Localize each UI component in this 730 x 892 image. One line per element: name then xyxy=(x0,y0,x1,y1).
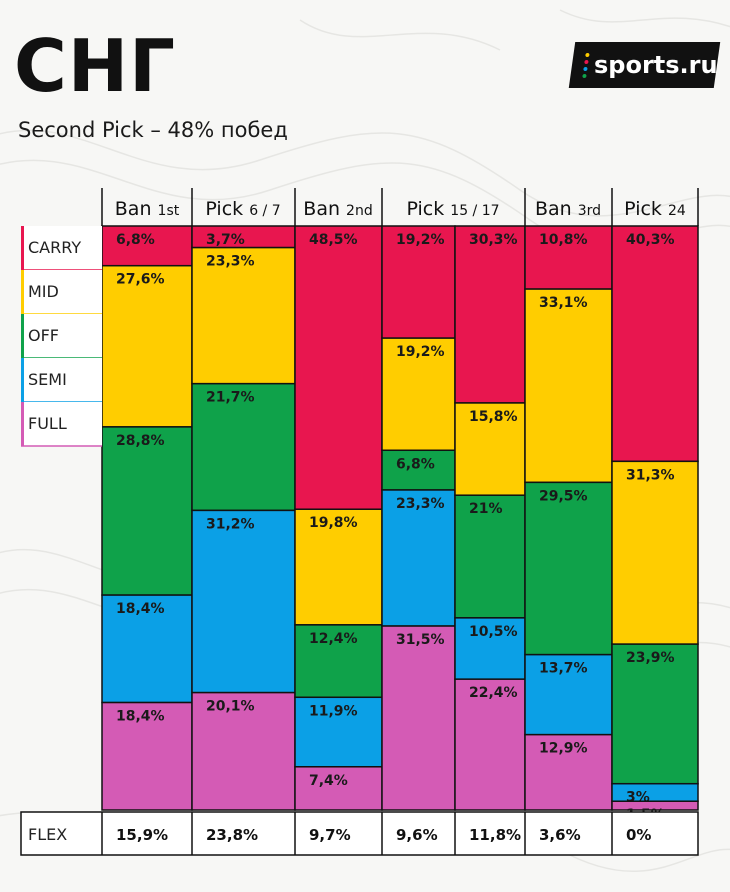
bar-full-col-5 xyxy=(454,678,526,811)
data-label: 20,1% xyxy=(206,699,255,715)
bar-mid-col-6 xyxy=(524,288,613,484)
data-label: 18,4% xyxy=(116,709,165,725)
flex-value: 23,8% xyxy=(206,826,258,844)
bar-off-col-5 xyxy=(454,494,526,619)
data-label: 6,8% xyxy=(396,456,435,472)
data-label: 29,5% xyxy=(539,488,588,504)
data-label: 11,9% xyxy=(309,703,358,719)
page-title: СНГ xyxy=(14,24,176,108)
legend-item-mid xyxy=(21,270,102,314)
legend-label: OFF xyxy=(28,326,59,345)
flex-value: 0% xyxy=(626,826,651,844)
data-label: 19,2% xyxy=(396,344,445,360)
bar-semi-col-1 xyxy=(101,594,193,704)
bar-mid-col-3 xyxy=(294,508,383,626)
flex-value: 9,7% xyxy=(309,826,351,844)
data-label: 28,8% xyxy=(116,433,165,449)
data-label: 30,3% xyxy=(469,232,518,248)
flex-value: 15,9% xyxy=(116,826,168,844)
data-label: 7,4% xyxy=(309,773,348,789)
legend-label: MID xyxy=(28,282,59,301)
data-label: 21,7% xyxy=(206,390,255,406)
column-header: Ban 1st xyxy=(115,198,180,220)
legend-item-semi xyxy=(21,358,102,402)
legend-item-off xyxy=(21,314,102,358)
legend-swatch xyxy=(21,402,24,446)
bar-full-col-7 xyxy=(611,800,699,811)
bar-mid-col-5 xyxy=(454,402,526,496)
data-label: 31,5% xyxy=(396,632,445,648)
bar-carry-col-7 xyxy=(611,225,699,463)
data-label: 48,5% xyxy=(309,232,358,248)
data-label: 23,3% xyxy=(206,254,255,270)
column-header: Pick 15 / 17 xyxy=(406,198,499,220)
bar-semi-col-7 xyxy=(611,782,699,802)
flex-value: 11,8% xyxy=(469,826,521,844)
flex-value: 9,6% xyxy=(396,826,438,844)
legend-label: CARRY xyxy=(28,238,81,257)
data-label: 33,1% xyxy=(539,295,588,311)
data-label: 18,4% xyxy=(116,601,165,617)
bar-off-col-1 xyxy=(101,426,193,596)
bar-carry-col-4 xyxy=(381,225,456,339)
data-label: 13,7% xyxy=(539,661,588,677)
data-label: 23,3% xyxy=(396,496,445,512)
bar-full-col-6 xyxy=(524,733,613,811)
flex-row xyxy=(20,811,699,856)
bar-mid-col-1 xyxy=(101,264,193,428)
data-label: 31,2% xyxy=(206,516,255,532)
bar-carry-col-5 xyxy=(454,225,526,404)
bar-semi-col-3 xyxy=(294,696,383,768)
data-label: 10,5% xyxy=(469,624,518,640)
column-header: Pick 6 / 7 xyxy=(205,198,280,220)
legend-item-full xyxy=(21,402,102,446)
legend-label: FULL xyxy=(28,414,67,433)
page-subtitle: Second Pick – 48% побед xyxy=(18,118,288,142)
data-label: 19,2% xyxy=(396,232,445,248)
legend-label: SEMI xyxy=(28,370,67,389)
bar-off-col-7 xyxy=(611,643,699,785)
bar-mid-col-7 xyxy=(611,460,699,645)
data-label: 27,6% xyxy=(116,272,165,288)
legend-item-carry xyxy=(21,226,102,270)
bar-semi-col-2 xyxy=(191,509,296,694)
bar-full-col-4 xyxy=(381,625,456,811)
column-header: Pick 24 xyxy=(624,198,686,220)
data-label: 12,4% xyxy=(309,631,358,647)
data-label: 22,4% xyxy=(469,685,518,701)
bar-off-col-6 xyxy=(524,481,613,656)
data-label: 6,8% xyxy=(116,232,155,248)
data-label: 15,8% xyxy=(469,409,518,425)
legend-swatch xyxy=(21,314,24,358)
column-header: Ban 3rd xyxy=(535,198,601,220)
bar-carry-col-3 xyxy=(294,225,383,510)
data-label: 3,7% xyxy=(206,232,245,248)
bar-mid-col-4 xyxy=(381,337,456,452)
column-header: Ban 2nd xyxy=(303,198,372,220)
data-label: 19,8% xyxy=(309,515,358,531)
bar-off-col-2 xyxy=(191,382,296,512)
bar-full-col-1 xyxy=(101,701,193,811)
data-label: 10,8% xyxy=(539,232,588,248)
bar-full-col-3 xyxy=(294,766,383,811)
legend-swatch xyxy=(21,270,24,314)
flex-value: 3,6% xyxy=(539,826,581,844)
data-label: 40,3% xyxy=(626,232,675,248)
data-label: 23,9% xyxy=(626,650,675,666)
data-label: 21% xyxy=(469,501,503,517)
data-label: 12,9% xyxy=(539,741,588,757)
legend-swatch xyxy=(21,226,24,270)
data-label: 31,3% xyxy=(626,467,675,483)
bar-semi-col-5 xyxy=(454,617,526,680)
legend-swatch xyxy=(21,358,24,402)
bar-mid-col-2 xyxy=(191,246,296,385)
bar-full-col-2 xyxy=(191,691,296,811)
flex-label: FLEX xyxy=(28,825,67,844)
